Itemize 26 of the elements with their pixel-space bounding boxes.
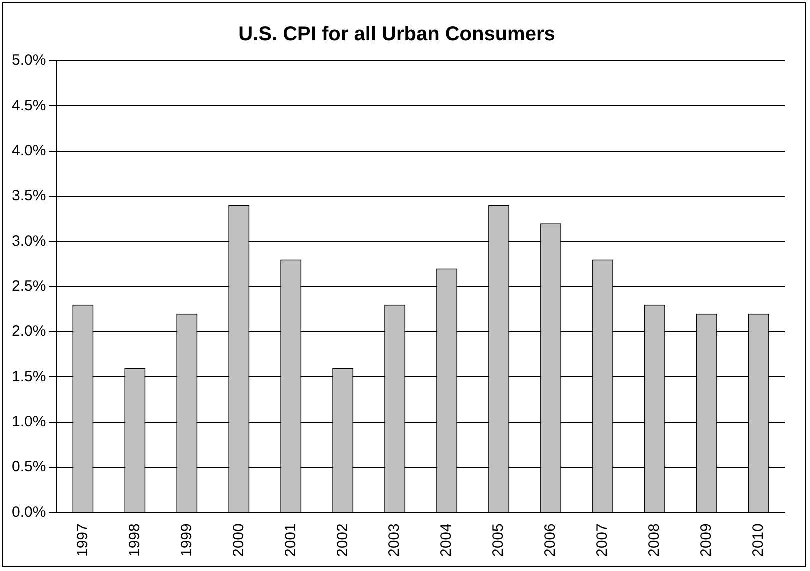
y-tick-label: 0.5% bbox=[12, 458, 46, 476]
x-tick-label: 2008 bbox=[646, 524, 664, 558]
y-tick-label: 2.5% bbox=[12, 278, 46, 295]
y-tick-label: 2.0% bbox=[12, 323, 46, 340]
x-tick-label: 2007 bbox=[594, 524, 612, 558]
x-tick-label: 2010 bbox=[750, 524, 768, 558]
x-tick-label: 2009 bbox=[698, 524, 716, 558]
x-tick-label: 2005 bbox=[490, 524, 508, 558]
y-tick-label: 1.0% bbox=[12, 413, 46, 430]
x-tick-label: 1998 bbox=[126, 524, 144, 558]
y-tick-label: 5.0% bbox=[12, 52, 46, 70]
x-tick-label: 2002 bbox=[334, 524, 352, 558]
y-tick-label: 1.5% bbox=[12, 368, 46, 386]
y-tick-label: 4.5% bbox=[12, 97, 46, 114]
y-tick-label: 3.5% bbox=[12, 188, 46, 205]
x-tick-label: 1997 bbox=[74, 524, 92, 558]
x-tick-label: 2000 bbox=[230, 524, 248, 558]
y-tick-label: 4.0% bbox=[12, 142, 46, 160]
x-tick-label: 1999 bbox=[178, 524, 196, 558]
chart-title: U.S. CPI for all Urban Consumers bbox=[238, 24, 556, 46]
y-tick-label: 3.0% bbox=[12, 232, 46, 250]
x-tick-label: 2006 bbox=[542, 524, 560, 558]
y-tick-label: 0.0% bbox=[12, 504, 46, 521]
x-tick-label: 2001 bbox=[282, 524, 300, 558]
x-tick-label: 2003 bbox=[386, 524, 404, 558]
x-tick-label: 2004 bbox=[438, 524, 456, 558]
